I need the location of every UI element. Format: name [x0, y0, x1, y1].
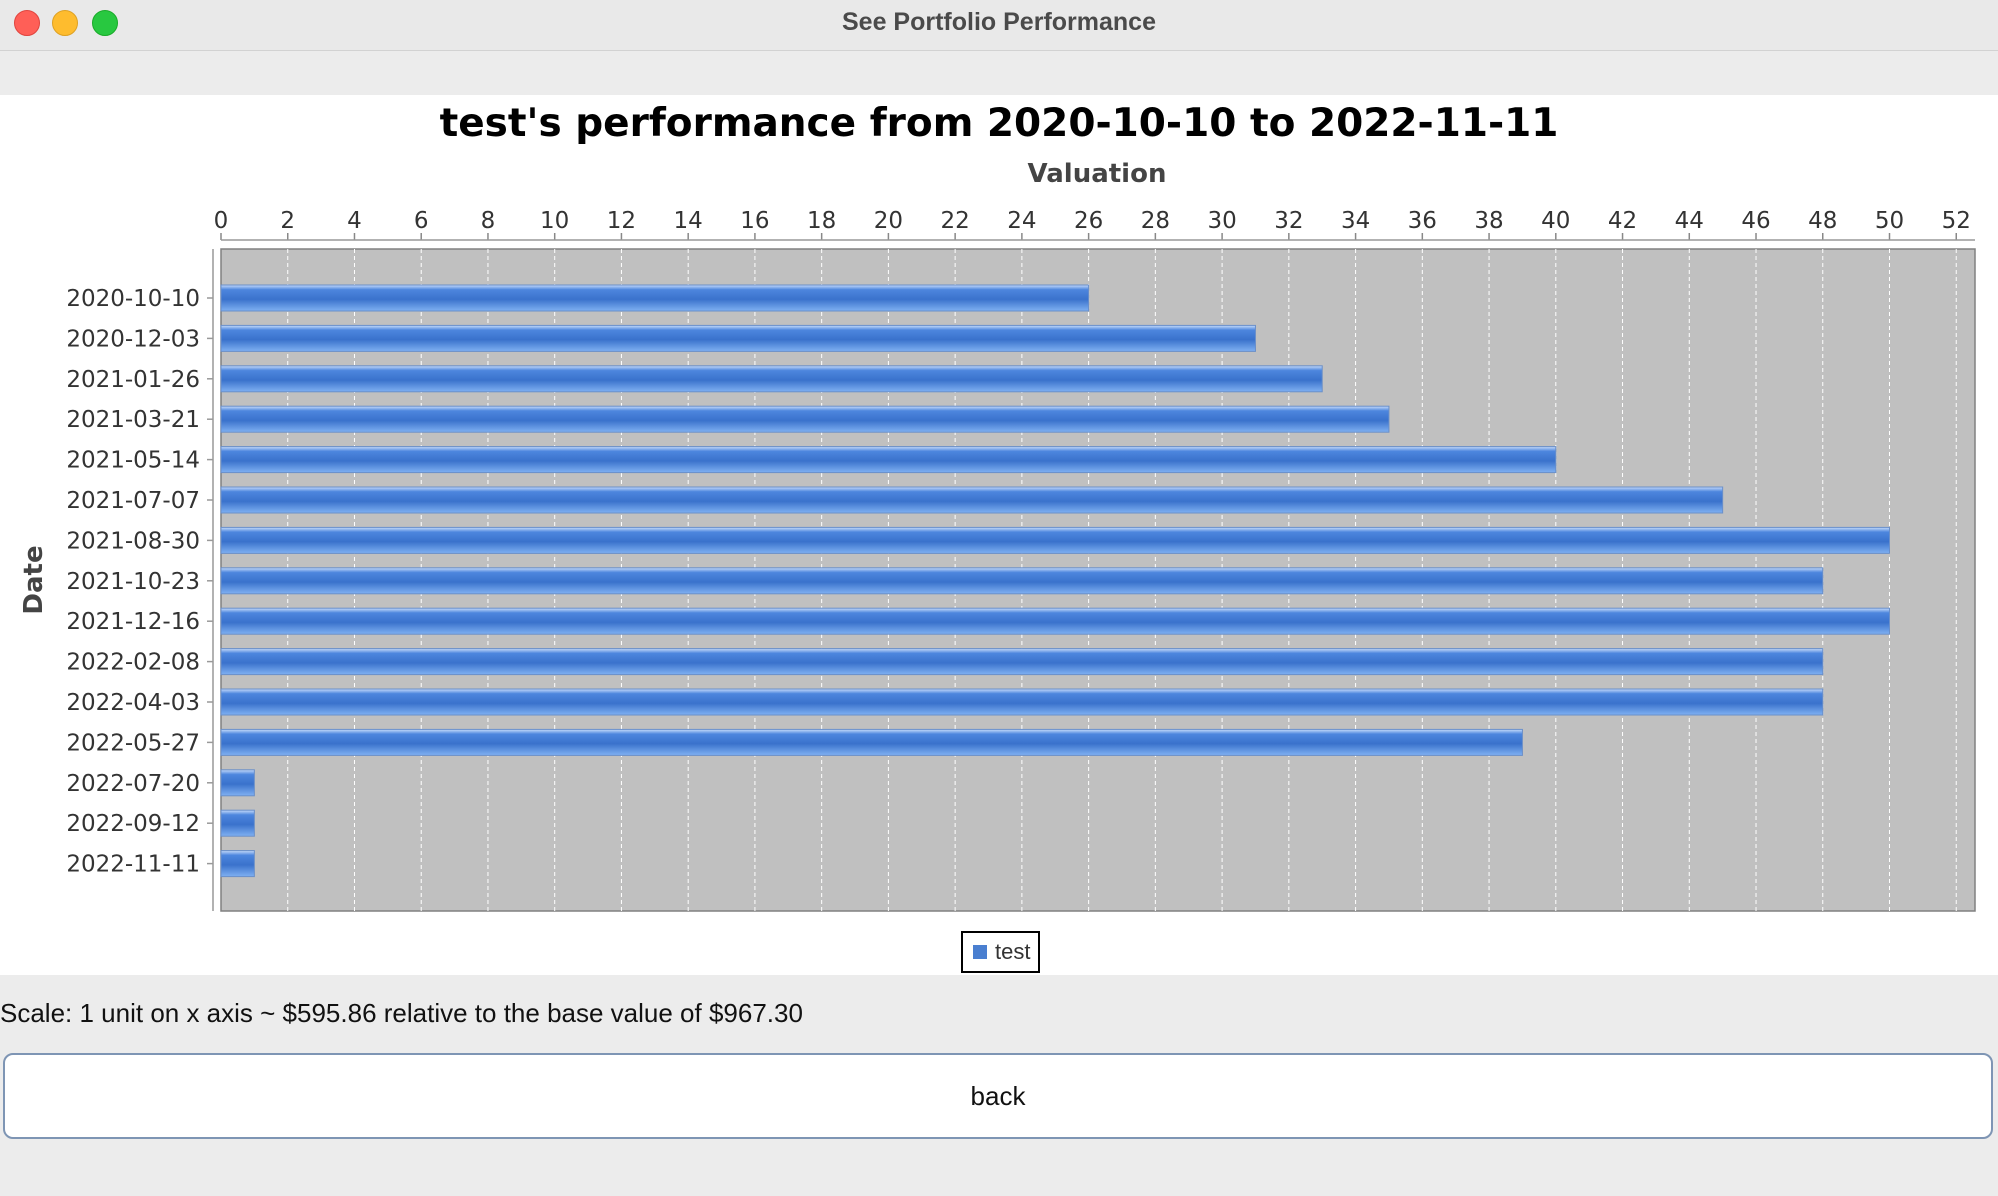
y-tick-label: 2022-11-11: [66, 852, 200, 878]
bar: [220, 648, 1824, 676]
bar: [220, 446, 1557, 474]
legend-swatch: [973, 945, 987, 959]
bar-group: [220, 324, 1256, 352]
bar: [220, 769, 255, 797]
bar: [220, 284, 1090, 312]
x-tick-label: 50: [1875, 208, 1904, 234]
x-tick-label: 34: [1341, 208, 1370, 234]
bar-group: [220, 284, 1090, 312]
y-tick-label: 2020-10-10: [66, 286, 200, 312]
x-tick-label: 14: [674, 208, 703, 234]
y-tick-label: 2022-09-12: [66, 811, 200, 837]
performance-bar-chart: test's performance from 2020-10-10 to 20…: [19, 101, 1976, 912]
y-tick-label: 2022-05-27: [66, 730, 200, 756]
x-tick-label: 44: [1675, 208, 1704, 234]
bar: [220, 486, 1724, 514]
x-tick-label: 32: [1274, 208, 1303, 234]
bar-group: [220, 567, 1824, 595]
bar: [220, 728, 1523, 756]
bar: [220, 607, 1890, 635]
close-window-button[interactable]: [14, 10, 40, 36]
back-button[interactable]: back: [3, 1053, 1993, 1139]
y-tick-label: 2022-02-08: [66, 650, 200, 676]
bar-group: [220, 365, 1323, 393]
x-tick-label: 30: [1207, 208, 1236, 234]
x-tick-label: 52: [1942, 208, 1971, 234]
minimize-window-button[interactable]: [52, 10, 78, 36]
bar-group: [220, 648, 1824, 676]
x-tick-label: 38: [1474, 208, 1503, 234]
y-tick-label: 2022-07-20: [66, 771, 200, 797]
bar: [220, 405, 1390, 433]
x-tick-label: 22: [940, 208, 969, 234]
bar: [220, 567, 1824, 595]
bar-group: [220, 486, 1724, 514]
chart-legend: test: [961, 931, 1041, 973]
x-tick-label: 8: [481, 208, 496, 234]
scale-info-text: Scale: 1 unit on x axis ~ $595.86 relati…: [0, 998, 803, 1028]
x-tick-label: 48: [1808, 208, 1837, 234]
chart-panel: test's performance from 2020-10-10 to 20…: [0, 95, 1998, 975]
x-tick-label: 28: [1141, 208, 1170, 234]
y-tick-label: 2021-03-21: [66, 407, 200, 433]
x-tick-label: 26: [1074, 208, 1103, 234]
bar: [220, 324, 1256, 352]
x-tick-label: 4: [347, 208, 362, 234]
bar-group: [220, 526, 1890, 554]
x-axis-label: Valuation: [1028, 159, 1167, 189]
bar-group: [220, 769, 255, 797]
y-tick-label: 2021-07-07: [66, 488, 200, 514]
x-tick-label: 12: [607, 208, 636, 234]
bar-group: [220, 688, 1824, 716]
bar-group: [220, 850, 255, 878]
y-tick-label: 2021-12-16: [66, 609, 200, 635]
title-bar: See Portfolio Performance: [0, 0, 1998, 51]
bar-group: [220, 728, 1523, 756]
y-tick-label: 2022-04-03: [66, 690, 200, 716]
x-tick-label: 6: [414, 208, 429, 234]
bar-group: [220, 446, 1557, 474]
x-tick-label: 0: [214, 208, 229, 234]
y-tick-label: 2020-12-03: [66, 326, 200, 352]
y-axis-label: Date: [19, 545, 49, 614]
y-tick-label: 2021-10-23: [66, 569, 200, 595]
x-tick-label: 40: [1541, 208, 1570, 234]
x-tick-label: 10: [540, 208, 569, 234]
maximize-window-button[interactable]: [92, 10, 118, 36]
window-title: See Portfolio Performance: [842, 8, 1156, 36]
legend-label: test: [995, 939, 1031, 964]
x-tick-label: 2: [280, 208, 295, 234]
bar: [220, 526, 1890, 554]
x-tick-label: 42: [1608, 208, 1637, 234]
chart-title: test's performance from 2020-10-10 to 20…: [440, 101, 1559, 146]
bar: [220, 365, 1323, 393]
x-tick-label: 16: [740, 208, 769, 234]
x-tick-label: 36: [1408, 208, 1437, 234]
bar-group: [220, 405, 1390, 433]
y-tick-label: 2021-08-30: [66, 528, 200, 554]
y-tick-label: 2021-05-14: [66, 448, 200, 474]
bar: [220, 688, 1824, 716]
y-tick-label: 2021-01-26: [66, 367, 200, 393]
bar: [220, 809, 255, 837]
bar-group: [220, 809, 255, 837]
x-tick-label: 46: [1741, 208, 1770, 234]
x-tick-label: 20: [874, 208, 903, 234]
x-tick-label: 18: [807, 208, 836, 234]
x-tick-label: 24: [1007, 208, 1036, 234]
bar-group: [220, 607, 1890, 635]
bar: [220, 850, 255, 878]
